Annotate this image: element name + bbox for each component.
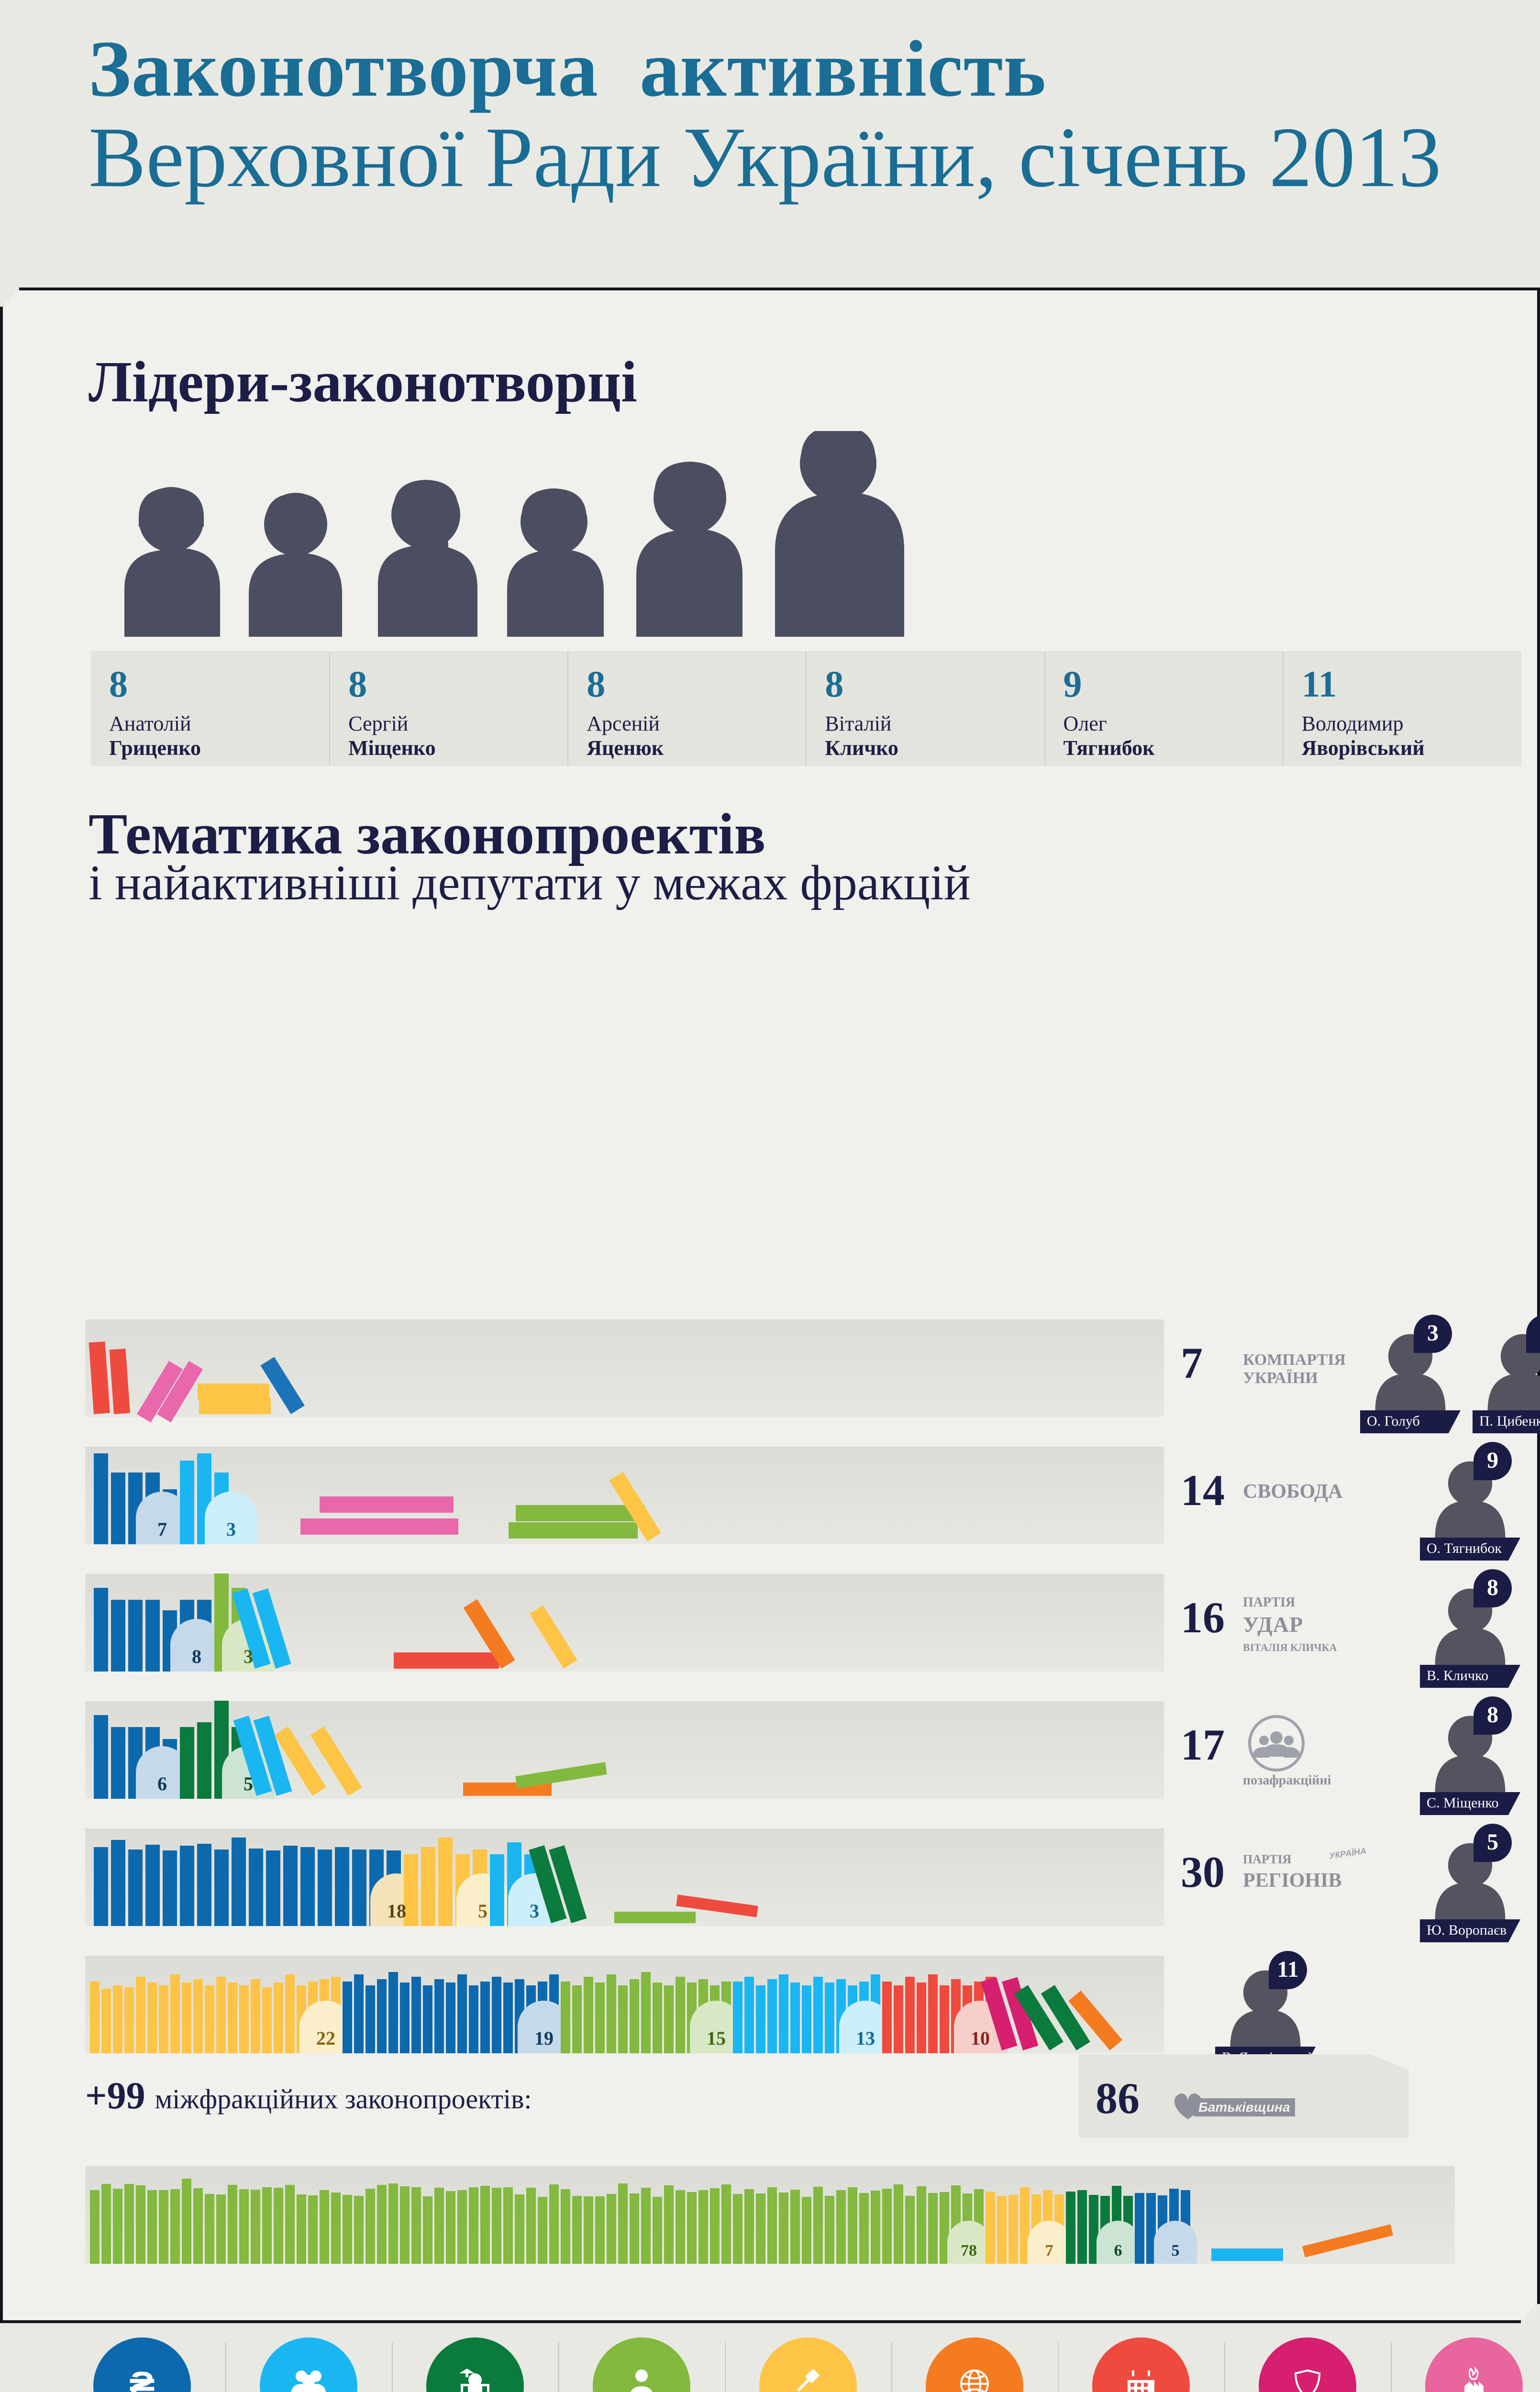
svg-text:₴: ₴ xyxy=(129,2364,155,2392)
